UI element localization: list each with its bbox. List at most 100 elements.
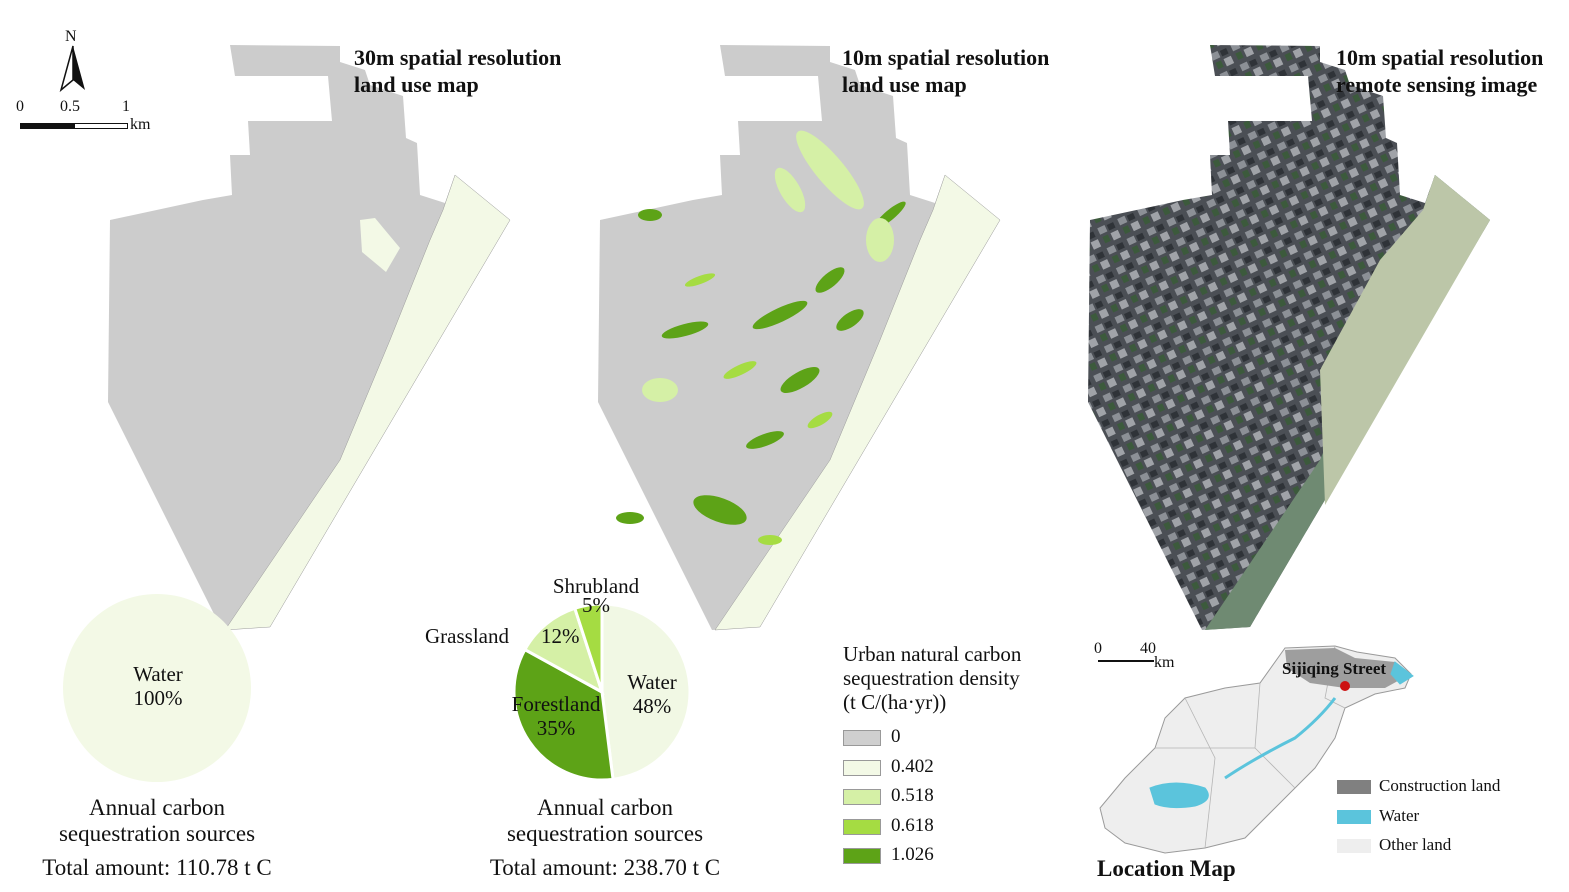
map-30m-water-patch (360, 218, 400, 272)
pie2-label-forestland: Forestland 35% (504, 692, 608, 740)
map-10m-vegetation (616, 201, 906, 525)
pie2-caption: Annual carbon sequestration sources Tota… (470, 795, 740, 881)
rs-land (1088, 45, 1490, 630)
pie1-label-water: Water 100% (110, 662, 206, 710)
north-arrow: N (58, 28, 88, 96)
loc-legend-item-1: Water (1337, 807, 1419, 825)
legend-item-0: 0 (843, 726, 901, 747)
location-map-title: Location Map (1097, 856, 1236, 881)
pie2-label-shrubland: Shrubland 5% (541, 574, 651, 617)
legend-swatch-4 (843, 847, 881, 864)
map-10m-title-line2: land use map (842, 72, 967, 97)
map-10m-title-line1: 10m spatial resolution (842, 45, 1050, 70)
loc-scale-tick-1: 40 (1140, 640, 1156, 657)
loc-scale-unit: km (1154, 654, 1175, 671)
loc-legend-item-0: Construction land (1337, 777, 1500, 795)
location-map (1099, 645, 1414, 854)
pie2-total: Total amount: 238.70 t C (489, 855, 721, 880)
pie2-slice-shrubland (572, 602, 604, 693)
legend-label-2: 0.518 (891, 785, 934, 806)
location-map-water (1149, 661, 1414, 809)
rs-river-far (1320, 175, 1490, 505)
pie-chart-30m (63, 594, 251, 782)
map-10m-grass (642, 130, 894, 402)
map-10m-water (714, 174, 1001, 631)
location-map-legend: Construction land Water Other land (1337, 775, 1567, 865)
north-letter: N (65, 28, 77, 45)
rs-title-line2: remote sensing image (1336, 72, 1538, 97)
loc-legend-label-1: Water (1379, 806, 1420, 825)
legend-label-0: 0 (891, 726, 901, 747)
scale-bar-white (74, 123, 128, 129)
pie2-label-shrubland-pct: 5% (582, 593, 610, 617)
pie1-slice-water (63, 594, 251, 782)
rs-title: 10m spatial resolution remote sensing im… (1336, 44, 1543, 98)
map-10m-land (598, 45, 1000, 630)
scale-bar: 0 0.5 1 km (14, 98, 164, 138)
map-30m-title: 30m spatial resolution land use map (354, 44, 561, 98)
sijiqing-point (1340, 681, 1350, 691)
pie1-caption: Annual carbon sequestration sources Tota… (22, 795, 292, 881)
legend-label-4: 1.026 (891, 844, 934, 865)
pie-chart-10m (512, 602, 692, 782)
legend-label-1: 0.402 (891, 756, 934, 777)
location-map-scale: 0 40 km (1094, 640, 1204, 674)
pie1-caption-line1: Annual carbon (88, 795, 226, 820)
loc-scale-tick-0: 0 (1094, 640, 1102, 657)
pie1-caption-line2: sequestration sources (58, 821, 256, 846)
pie2-caption-line2: sequestration sources (506, 821, 704, 846)
map-30m-water (224, 174, 511, 631)
legend-title-line1: Urban natural carbon (843, 642, 1022, 666)
legend-item-1: 0.402 (843, 756, 934, 777)
scale-tick-1: 0.5 (60, 98, 80, 115)
location-map-districts (1155, 645, 1346, 849)
north-arrow-icon (59, 45, 85, 93)
scale-tick-0: 0 (16, 98, 24, 115)
pie1-label-water-pct: 100% (133, 686, 183, 710)
map-10m-shrub (684, 273, 833, 545)
rs-title-line1: 10m spatial resolution (1336, 45, 1544, 70)
pie2-caption-line1: Annual carbon (536, 795, 674, 820)
pie2-label-forestland-pct: 35% (536, 716, 576, 740)
map-10m-title: 10m spatial resolution land use map (842, 44, 1049, 98)
loc-legend-swatch-0 (1337, 780, 1371, 795)
pie2-label-water-name: Water (627, 670, 677, 694)
legend-item-4: 1.026 (843, 844, 934, 865)
loc-legend-label-2: Other land (1379, 835, 1452, 854)
legend-swatch-3 (843, 818, 881, 835)
legend-label-3: 0.618 (891, 815, 934, 836)
legend-swatch-1 (843, 759, 881, 776)
pie2-label-water-pct: 48% (632, 694, 672, 718)
loc-legend-label-0: Construction land (1379, 776, 1501, 795)
scale-tick-2: 1 (122, 98, 130, 115)
map-30m-land (108, 45, 510, 630)
loc-legend-swatch-1 (1337, 810, 1371, 825)
map-30m-title-line2: land use map (354, 72, 479, 97)
legend-item-2: 0.518 (843, 785, 934, 806)
construction-area (1285, 648, 1407, 688)
legend-swatch-0 (843, 729, 881, 746)
location-map-place-label: Sijiqing Street (1282, 659, 1387, 678)
pie2-slice-water (600, 602, 692, 781)
pie1-label-water-name: Water (133, 662, 183, 686)
scale-bar-black (20, 123, 74, 129)
pie1-total: Total amount: 110.78 t C (42, 855, 272, 880)
loc-legend-item-2: Other land (1337, 836, 1451, 854)
map-10m (598, 45, 1001, 631)
legend-title-line3: (t C/(ha·yr)) (843, 690, 947, 714)
remote-sensing-image (1088, 45, 1490, 630)
map-30m (108, 45, 511, 631)
density-legend: Urban natural carbon sequestration densi… (843, 642, 1073, 872)
pie2-slice-forestland (512, 647, 615, 782)
pie2-slices (512, 602, 692, 782)
pie2-label-grassland-pct: 12% (541, 624, 580, 648)
loc-legend-swatch-2 (1337, 839, 1371, 854)
pie2-label-forestland-name: Forestland (511, 692, 601, 716)
loc-scale-line (1098, 660, 1154, 662)
pie2-label-grassland: Grassland (425, 624, 509, 648)
pie2-label-water: Water 48% (616, 670, 688, 718)
legend-swatch-2 (843, 788, 881, 805)
scale-unit: km (130, 116, 151, 133)
legend-item-3: 0.618 (843, 815, 934, 836)
pie2-label-shrubland-name: Shrubland (552, 574, 640, 598)
